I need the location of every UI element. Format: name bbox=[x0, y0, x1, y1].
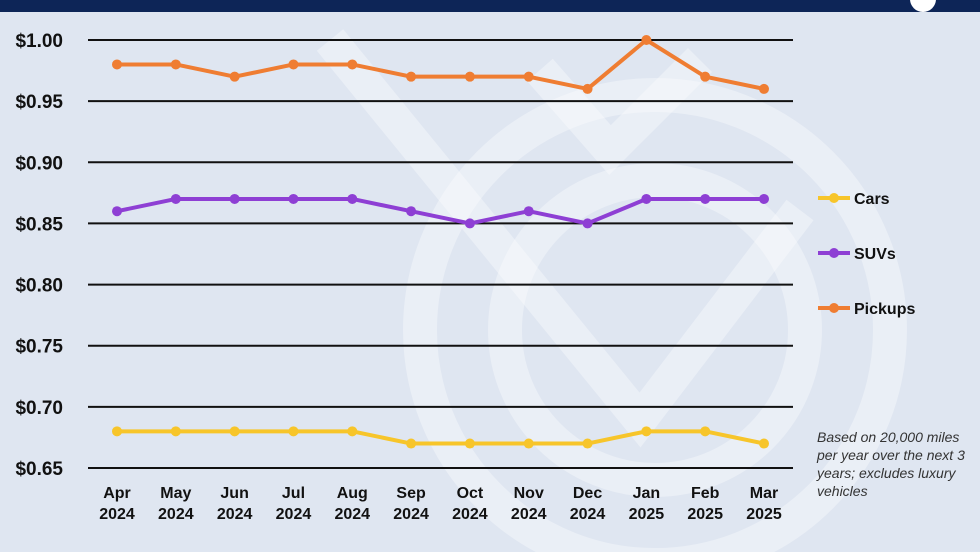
y-tick-label: $0.75 bbox=[15, 337, 63, 358]
x-tick-label-year: 2024 bbox=[217, 506, 253, 523]
data-point bbox=[112, 59, 122, 70]
series-line bbox=[117, 38, 765, 91]
legend-swatch-point bbox=[829, 248, 839, 258]
legend-label: Cars bbox=[854, 191, 890, 208]
data-point bbox=[523, 438, 534, 449]
data-point bbox=[641, 193, 652, 204]
data-point bbox=[700, 193, 711, 204]
y-axis: $1.00 $0.95 $0.90 $0.85 $0.80 $0.75 $0.70 $0.65 bbox=[15, 31, 63, 480]
x-tick-label-month: Feb bbox=[691, 485, 720, 502]
data-point bbox=[700, 71, 711, 82]
data-point bbox=[406, 206, 417, 217]
logo-mark bbox=[910, 0, 936, 12]
y-tick-label: $0.70 bbox=[15, 398, 63, 419]
x-axis: Apr 2024 May 2024 Jun 2024 Jul 2024 Aug 2024 Sep 20… bbox=[99, 485, 782, 523]
header-bar bbox=[0, 0, 980, 12]
legend-item-suvs: SUVs bbox=[818, 246, 896, 263]
x-tick-label-month: Nov bbox=[514, 485, 544, 502]
data-point bbox=[523, 206, 534, 217]
x-tick-label-year: 2024 bbox=[570, 506, 606, 523]
x-tick-label-month: Dec bbox=[573, 485, 602, 502]
legend-swatch-point bbox=[829, 303, 839, 313]
data-point bbox=[582, 83, 593, 94]
data-point bbox=[523, 71, 534, 82]
x-tick-label-month: Jan bbox=[633, 485, 661, 502]
data-point bbox=[288, 59, 299, 70]
data-point bbox=[347, 193, 358, 204]
data-point bbox=[641, 426, 652, 437]
x-tick-label-year: 2024 bbox=[393, 506, 429, 523]
data-point bbox=[464, 71, 475, 82]
y-tick-label: $0.95 bbox=[15, 92, 63, 113]
data-point bbox=[112, 426, 122, 437]
x-tick-label-year: 2024 bbox=[158, 506, 194, 523]
x-tick-label-month: Apr bbox=[103, 485, 131, 502]
legend-item-cars: Cars bbox=[818, 191, 890, 208]
legend-item-pickups: Pickups bbox=[818, 301, 915, 318]
data-point bbox=[229, 71, 240, 82]
y-tick-label: $0.80 bbox=[15, 276, 63, 297]
x-tick-label-year: 2024 bbox=[511, 506, 547, 523]
series-layer bbox=[112, 35, 769, 449]
data-point bbox=[229, 426, 240, 437]
series-line bbox=[116, 196, 764, 226]
data-point bbox=[288, 193, 299, 204]
y-tick-label: $1.00 bbox=[15, 31, 63, 52]
x-tick-label-month: Jul bbox=[282, 485, 305, 502]
data-point bbox=[759, 438, 769, 449]
series-suvs bbox=[112, 193, 769, 229]
legend-swatch-point bbox=[829, 193, 839, 203]
data-point bbox=[347, 59, 358, 70]
data-point bbox=[700, 426, 711, 437]
data-point bbox=[170, 426, 181, 437]
x-tick-label-year: 2024 bbox=[99, 506, 135, 523]
data-point bbox=[288, 426, 299, 437]
legend-label: Pickups bbox=[854, 301, 915, 318]
gridlines bbox=[88, 39, 793, 469]
data-point bbox=[170, 59, 181, 70]
x-tick-label-month: Oct bbox=[457, 485, 484, 502]
series-cars bbox=[112, 426, 769, 449]
data-point bbox=[170, 193, 181, 204]
data-point bbox=[582, 218, 593, 229]
data-point bbox=[759, 83, 769, 94]
data-point bbox=[406, 438, 417, 449]
x-tick-label-month: Sep bbox=[396, 485, 426, 502]
x-tick-label-month: Mar bbox=[750, 485, 778, 502]
data-point bbox=[406, 71, 417, 82]
x-tick-label-year: 2025 bbox=[629, 506, 665, 523]
x-tick-label-month: May bbox=[160, 485, 191, 502]
y-tick-label: $0.90 bbox=[15, 153, 63, 174]
data-point bbox=[229, 193, 240, 204]
data-point bbox=[347, 426, 358, 437]
y-tick-label: $0.65 bbox=[15, 459, 63, 480]
x-tick-label-month: Aug bbox=[337, 485, 368, 502]
x-tick-label-year: 2024 bbox=[452, 506, 488, 523]
legend-label: SUVs bbox=[854, 246, 896, 263]
data-point bbox=[464, 438, 475, 449]
footnote: Based on 20,000 miles per year over the … bbox=[817, 429, 965, 499]
legend: Cars SUVs Pickups bbox=[818, 191, 915, 318]
y-tick-label: $0.85 bbox=[15, 214, 63, 235]
data-point bbox=[759, 193, 769, 204]
x-tick-label-year: 2024 bbox=[276, 506, 312, 523]
data-point bbox=[641, 35, 652, 45]
data-point bbox=[112, 206, 122, 217]
series-line bbox=[117, 429, 765, 446]
series-pickups bbox=[112, 35, 769, 94]
data-point bbox=[582, 438, 593, 449]
x-tick-label-year: 2025 bbox=[746, 506, 782, 523]
x-tick-label-year: 2025 bbox=[687, 506, 723, 523]
x-tick-label-year: 2024 bbox=[334, 506, 370, 523]
x-tick-label-month: Jun bbox=[220, 485, 248, 502]
data-point bbox=[464, 218, 475, 229]
